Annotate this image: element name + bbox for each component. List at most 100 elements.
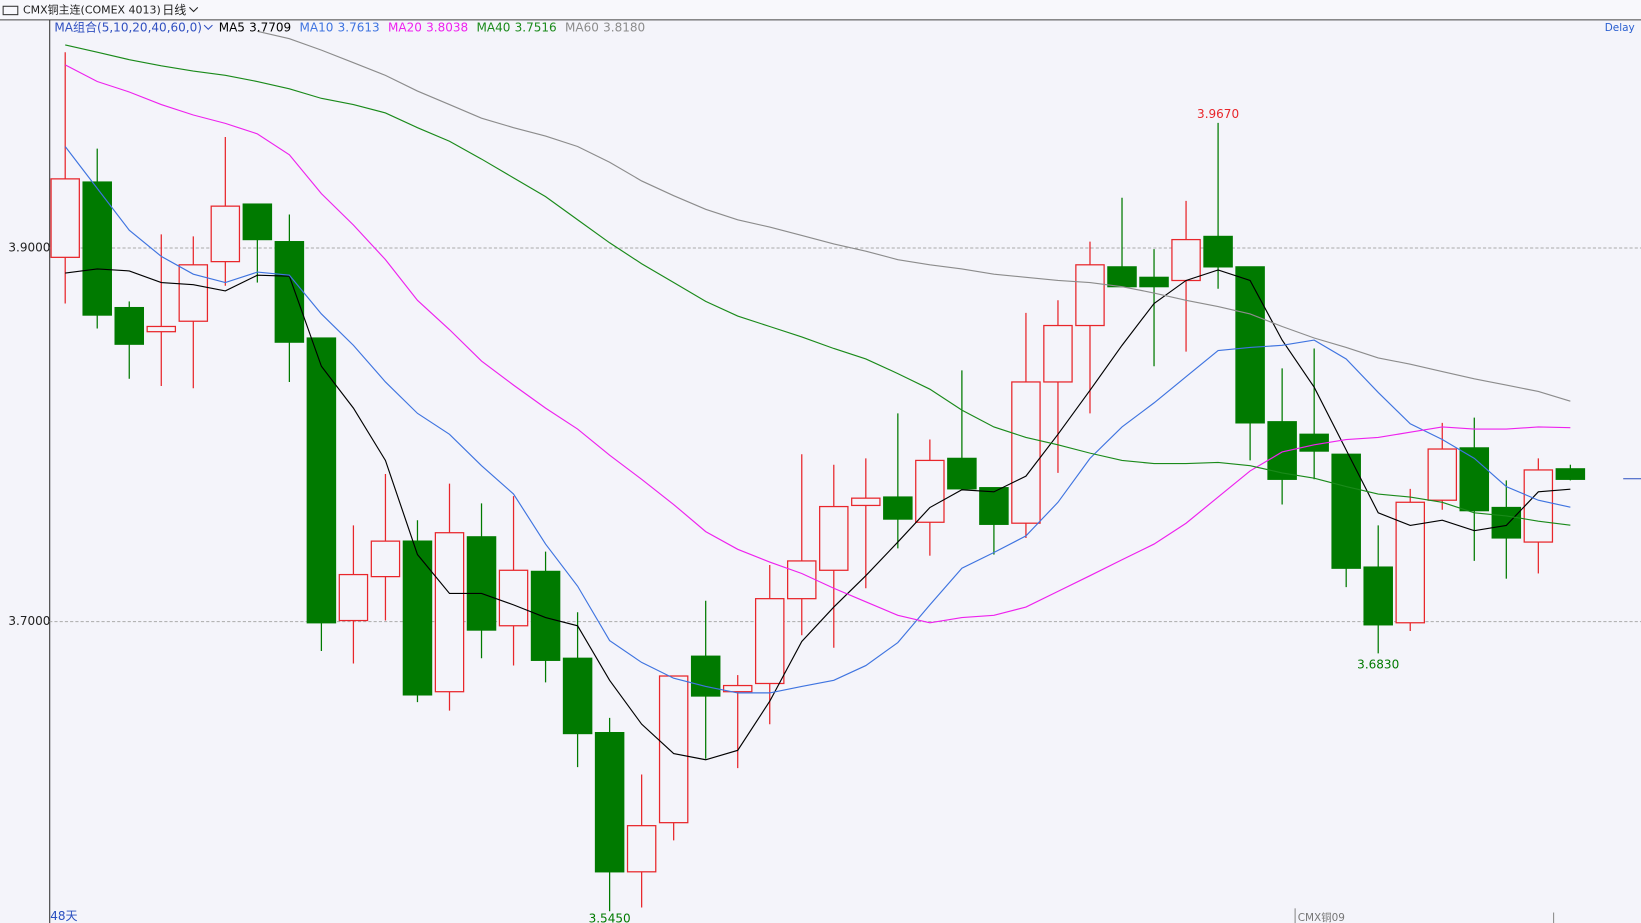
candle-body — [210, 205, 241, 263]
candle-body — [883, 496, 913, 520]
candle — [498, 496, 529, 666]
legend-value: 3.8038 — [426, 21, 468, 35]
candle-body — [1395, 501, 1425, 624]
candle — [50, 52, 80, 304]
candle — [306, 337, 337, 651]
candle-body — [1363, 566, 1393, 626]
candle — [562, 612, 593, 768]
candle — [1427, 422, 1458, 510]
candle-body — [1043, 324, 1073, 383]
candle-body — [626, 825, 657, 873]
ma-line — [65, 268, 1571, 761]
menu-icon[interactable] — [2, 5, 19, 16]
candle-body — [1523, 469, 1554, 543]
candle — [1203, 122, 1233, 289]
candle — [787, 454, 817, 636]
candle-body — [146, 325, 177, 333]
candle — [1075, 241, 1105, 414]
candle — [1523, 458, 1554, 574]
candle — [658, 675, 689, 841]
legend-name: MA5 — [219, 21, 245, 35]
candle — [114, 301, 145, 379]
low-label: 3.6830 — [1357, 657, 1399, 671]
candle — [242, 203, 273, 283]
candle — [594, 717, 625, 912]
symbol-title: CMX铜主连(COMEX 4013) — [23, 2, 161, 16]
candle-body — [1555, 468, 1586, 480]
candle-body — [1139, 276, 1169, 288]
candle-body — [722, 684, 753, 693]
candle-body — [915, 459, 945, 523]
ma-line — [64, 64, 1571, 624]
period-selector[interactable]: 日线 — [162, 3, 186, 17]
candle-body — [434, 532, 465, 693]
legend-value: 3.7613 — [338, 21, 380, 35]
candle — [851, 458, 881, 589]
candle-body — [1075, 264, 1105, 327]
candle — [1011, 312, 1041, 538]
y-tick-label: 3.7000 — [8, 614, 50, 628]
period-chevron[interactable] — [189, 6, 199, 13]
candle-body — [658, 675, 689, 824]
candle — [402, 520, 433, 703]
candle — [338, 525, 369, 664]
candle — [82, 148, 112, 329]
candle-body — [851, 497, 881, 507]
candle — [1267, 368, 1297, 505]
candle — [979, 487, 1009, 555]
candle — [434, 483, 465, 711]
candle — [466, 503, 497, 659]
candle-body — [690, 655, 721, 697]
indicator-chevron[interactable] — [203, 24, 213, 31]
candle — [883, 413, 913, 549]
candle-body — [274, 241, 305, 343]
candle-body — [1459, 447, 1490, 512]
legend-value: 3.7709 — [249, 21, 291, 35]
candle-body — [242, 203, 273, 241]
candle-body — [530, 570, 561, 661]
candle — [370, 474, 401, 621]
legend-value: 3.8180 — [603, 21, 645, 35]
candle-body — [947, 457, 977, 490]
candle-body — [787, 560, 817, 600]
footer-days: 48天 — [50, 909, 77, 923]
candle — [626, 774, 657, 908]
candle-body — [819, 505, 849, 571]
candle-body — [402, 540, 433, 696]
candle-body — [1267, 421, 1297, 480]
candle — [1491, 480, 1522, 579]
legend-value: 3.7516 — [515, 21, 557, 35]
candle — [274, 214, 305, 382]
candle-body — [754, 598, 785, 685]
ma-line — [65, 44, 1571, 526]
candle-body — [114, 306, 145, 345]
candle-body — [466, 536, 497, 631]
candle — [1139, 249, 1169, 367]
candle-body — [594, 731, 625, 873]
candle — [1363, 525, 1393, 654]
candle — [1395, 488, 1425, 631]
toolbar — [0, 0, 1641, 20]
candle-body — [1331, 453, 1361, 569]
candle-body — [562, 657, 593, 735]
candle-body — [1011, 381, 1041, 524]
candle — [210, 137, 241, 286]
candle-body — [306, 337, 337, 624]
candle — [722, 675, 753, 769]
candle-body — [1235, 266, 1265, 424]
candle-body — [338, 573, 369, 622]
candle — [947, 370, 977, 490]
legend-name: MA20 — [388, 21, 422, 35]
candle — [754, 565, 785, 725]
low-label: 3.5450 — [589, 911, 631, 923]
candle-body — [1203, 235, 1233, 268]
ma-line — [257, 30, 1571, 402]
candle — [1235, 266, 1265, 461]
y-tick-label: 3.9000 — [8, 240, 50, 254]
footer-contract: CMX铜09 — [1298, 912, 1345, 923]
candle — [819, 464, 849, 648]
candle — [1107, 197, 1137, 288]
candle-body — [979, 487, 1009, 525]
